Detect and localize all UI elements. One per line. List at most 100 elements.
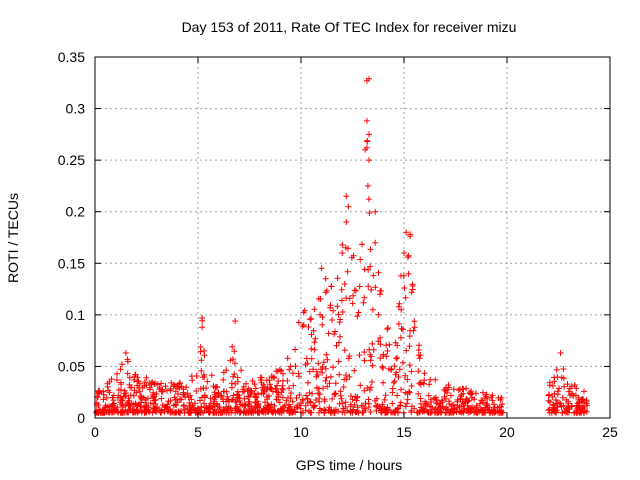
- data-point: [94, 394, 101, 401]
- data-point: [580, 396, 586, 403]
- data-point: [198, 403, 205, 410]
- data-point: [346, 353, 353, 360]
- data-point: [381, 396, 388, 403]
- data-point: [337, 388, 344, 395]
- data-point: [488, 408, 495, 414]
- data-point: [367, 409, 374, 415]
- data-point: [311, 306, 318, 313]
- data-point: [339, 409, 346, 416]
- data-point: [343, 219, 350, 225]
- data-point: [415, 390, 422, 397]
- data-point: [254, 402, 261, 409]
- data-point: [103, 408, 110, 415]
- data-point: [367, 263, 374, 270]
- data-point: [322, 365, 329, 372]
- data-point: [335, 358, 342, 365]
- data-point: [118, 387, 124, 393]
- data-point: [359, 241, 365, 248]
- data-point: [411, 318, 418, 325]
- data-point: [438, 397, 445, 404]
- data-point: [306, 368, 313, 375]
- data-point: [398, 325, 405, 332]
- data-point: [315, 390, 322, 397]
- data-point: [340, 405, 347, 412]
- data-point: [416, 355, 423, 362]
- data-point: [351, 402, 358, 408]
- data-point: [552, 397, 559, 403]
- data-point: [404, 254, 411, 261]
- data-point: [311, 346, 318, 353]
- data-point: [289, 398, 296, 405]
- data-point: [394, 409, 401, 416]
- data-point: [159, 402, 166, 408]
- data-point: [353, 397, 360, 404]
- data-point: [373, 395, 380, 402]
- data-point: [332, 328, 338, 335]
- data-point: [194, 405, 201, 412]
- data-point: [363, 144, 370, 151]
- data-point: [327, 373, 334, 380]
- data-point: [551, 374, 558, 381]
- data-point: [149, 409, 156, 416]
- data-point: [458, 403, 465, 410]
- data-point: [445, 382, 452, 388]
- data-point: [396, 366, 403, 373]
- data-point: [496, 404, 503, 411]
- data-point: [125, 395, 132, 402]
- data-point: [364, 182, 371, 189]
- data-point: [182, 406, 189, 413]
- data-point: [154, 381, 161, 388]
- data-point: [495, 409, 501, 416]
- data-point: [331, 331, 338, 338]
- data-point: [384, 325, 391, 331]
- data-point: [325, 330, 332, 337]
- data-point: [376, 403, 383, 410]
- data-point: [111, 409, 118, 416]
- data-point: [237, 401, 244, 408]
- data-point: [384, 348, 391, 354]
- data-point: [319, 369, 326, 376]
- data-point: [467, 408, 474, 415]
- data-point: [361, 357, 368, 364]
- data-point: [425, 392, 432, 399]
- data-point: [559, 394, 566, 401]
- data-point: [220, 398, 227, 405]
- data-point: [397, 402, 404, 409]
- data-point: [401, 250, 407, 256]
- data-point: [280, 370, 286, 377]
- data-point: [339, 309, 346, 315]
- data-point: [337, 316, 343, 323]
- data-point: [343, 372, 349, 379]
- data-point: [264, 402, 271, 409]
- data-point: [331, 409, 337, 416]
- data-point: [545, 397, 552, 404]
- data-point: [127, 384, 134, 391]
- data-point: [554, 391, 561, 398]
- x-axis-label: GPS time / hours: [296, 457, 403, 473]
- data-point: [312, 335, 319, 342]
- data-point: [351, 367, 358, 374]
- data-point: [369, 362, 376, 369]
- data-point: [114, 377, 120, 383]
- data-point: [417, 381, 424, 388]
- data-point: [366, 157, 372, 164]
- data-point: [546, 382, 553, 389]
- data-point: [499, 401, 506, 408]
- data-point: [483, 402, 490, 409]
- data-point: [341, 409, 348, 416]
- data-point: [248, 408, 255, 415]
- data-point: [260, 390, 267, 397]
- data-point: [407, 327, 414, 334]
- data-point: [382, 392, 389, 399]
- data-point: [404, 376, 411, 383]
- data-point: [158, 395, 165, 402]
- data-point: [131, 387, 138, 394]
- data-point: [226, 398, 232, 405]
- data-point: [100, 391, 107, 398]
- data-point: [318, 265, 325, 272]
- data-point: [358, 402, 365, 409]
- x-tick-label: 20: [499, 424, 515, 440]
- data-point: [338, 297, 345, 304]
- data-point: [449, 409, 456, 415]
- data-point: [488, 394, 495, 401]
